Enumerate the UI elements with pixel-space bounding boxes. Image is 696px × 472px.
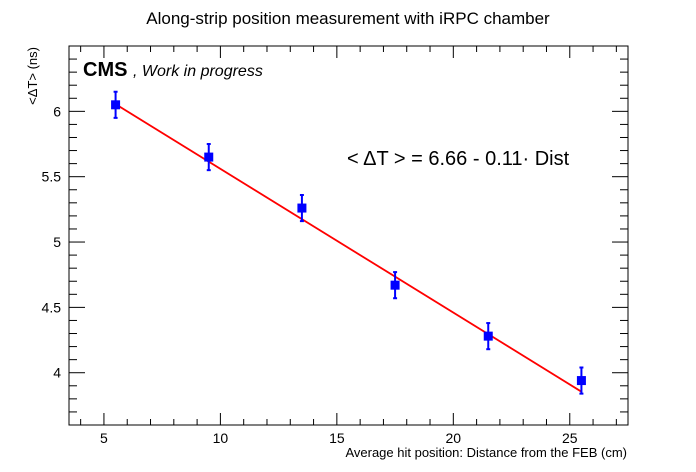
x-tick-label: 5 [100, 430, 108, 446]
y-tick-label: 5.5 [42, 169, 62, 185]
y-tick-label: 4.5 [42, 299, 62, 315]
experiment-label: CMS [83, 59, 127, 81]
fit-line [115, 103, 582, 393]
x-axis-label: Average hit position: Distance from the … [345, 445, 627, 460]
y-axis-label: <ΔT> (ns) [25, 47, 40, 105]
data-point [297, 203, 307, 213]
fit-equation: < ΔT > = 6.66 - 0.11· Dist [347, 148, 570, 170]
plot-frame [68, 45, 629, 426]
data-points [111, 90, 586, 395]
y-tick-label: 6 [53, 103, 61, 119]
y-tick-label: 4 [53, 365, 61, 381]
data-point [483, 331, 493, 341]
x-axis: 5 10 15 20 25 [80, 46, 617, 446]
data-point [390, 280, 400, 290]
y-axis: 4 4.5 5 5.5 6 [42, 45, 628, 426]
data-point [204, 152, 214, 162]
x-tick-label: 10 [213, 430, 229, 446]
status-label: , Work in progress [133, 63, 263, 80]
x-tick-label: 15 [329, 430, 345, 446]
y-tick-label: 5 [53, 234, 61, 250]
chart-title: Along-strip position measurement with iR… [146, 9, 550, 28]
x-tick-label: 25 [562, 430, 578, 446]
data-point [576, 376, 586, 386]
x-tick-label: 20 [446, 430, 462, 446]
data-point [111, 100, 121, 110]
